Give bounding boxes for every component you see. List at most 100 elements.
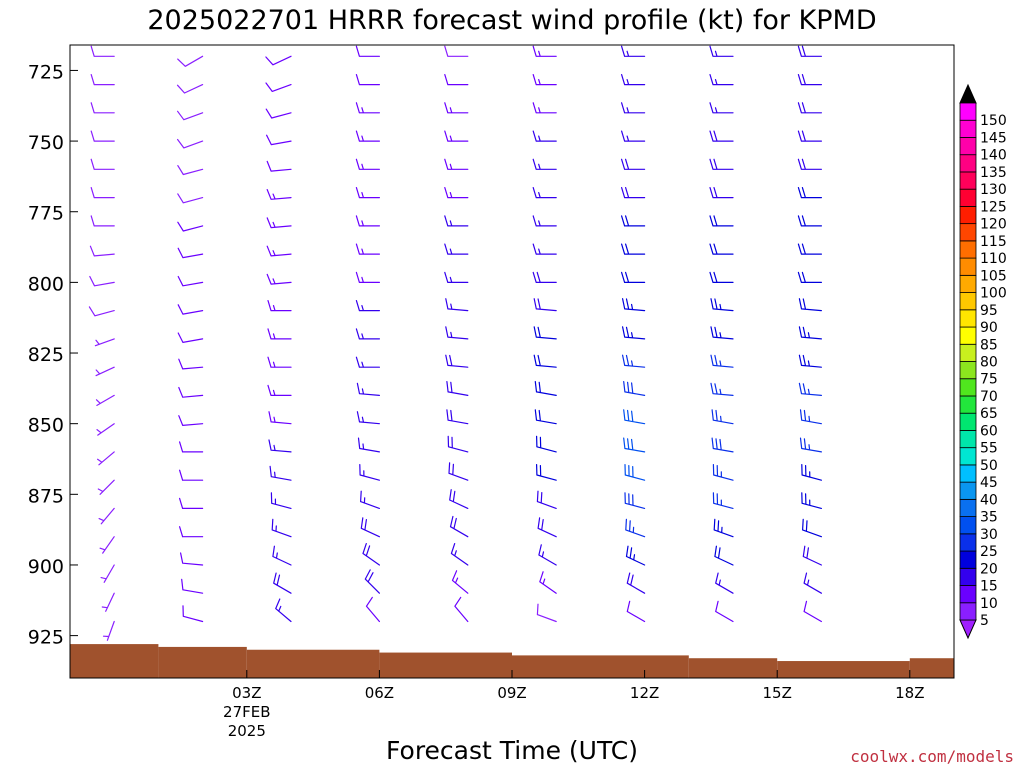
- watermark: coolwx.com/models: [850, 747, 1014, 766]
- wind-barb-h2-p860: [179, 441, 204, 453]
- x-tick-label-6: 06Z: [365, 684, 394, 702]
- wind-barb-h12-p840: [623, 381, 646, 396]
- wind-barb-h8-p770: [444, 187, 469, 199]
- wind-barb-h2-p810: [177, 304, 204, 315]
- wind-barb-h4-p850: [268, 411, 292, 425]
- wind-barb-h14-p820: [710, 326, 734, 340]
- colorbar-swatch-135: [959, 154, 977, 173]
- colorbar-label-95: 95: [980, 303, 998, 319]
- colorbar-over-arrow: [959, 83, 977, 104]
- wind-barb-h12-p890: [625, 518, 646, 538]
- wind-barb-h6-p900: [362, 543, 380, 566]
- wind-barb-h2-p900: [180, 552, 204, 566]
- wind-barb-h10-p880: [536, 490, 557, 509]
- colorbar-swatch-130: [959, 171, 977, 190]
- wind-barb-h12-p760: [621, 158, 646, 170]
- wind-barb-h4-p790: [266, 245, 292, 257]
- wind-barb-h4-p820: [267, 328, 292, 340]
- wind-barb-h0-p720: [90, 45, 115, 57]
- wind-barb-h0-p770: [90, 187, 115, 199]
- wind-barb-h0-p810: [88, 306, 115, 317]
- wind-barb-h2-p770: [177, 193, 204, 204]
- wind-barb-h10-p840: [534, 381, 557, 396]
- colorbar-label-55: 55: [980, 441, 998, 457]
- colorbar-swatch-5: [959, 602, 977, 621]
- wind-barb-h10-p850: [534, 409, 557, 425]
- plot-frame: [69, 44, 955, 679]
- wind-barb-h16-p750: [797, 130, 822, 142]
- wind-barb-h6-p800: [355, 271, 380, 283]
- wind-barb-h12-p730: [621, 74, 646, 86]
- colorbar-label-80: 80: [980, 355, 998, 371]
- wind-barb-h0-p860: [97, 451, 115, 466]
- x-date-label: 27FEB: [223, 703, 270, 721]
- colorbar-label-145: 145: [980, 130, 1007, 146]
- wind-barb-h12-p810: [622, 298, 646, 312]
- wind-barb-h6-p720: [355, 45, 380, 57]
- colorbar-swatch-125: [959, 188, 977, 207]
- wind-barb-h8-p820: [445, 326, 469, 340]
- wind-barb-h16-p810: [798, 298, 822, 312]
- y-tick-label-725: 725: [28, 61, 64, 83]
- wind-barb-h4-p890: [271, 518, 292, 538]
- wind-barb-h8-p730: [444, 74, 469, 86]
- wind-barb-h4-p830: [267, 356, 292, 368]
- colorbar-label-130: 130: [980, 182, 1007, 198]
- wind-barb-h12-p830: [622, 354, 646, 368]
- wind-barb-h2-p850: [178, 415, 204, 426]
- y-tick-label-925: 925: [28, 627, 64, 649]
- wind-barb-h10-p870: [536, 464, 557, 481]
- wind-barb-h6-p840: [356, 382, 380, 396]
- wind-barb-h6-p910: [364, 569, 380, 594]
- wind-barb-h10-p760: [532, 158, 557, 170]
- wind-barb-h2-p910: [181, 578, 204, 594]
- wind-barb-h6-p770: [355, 187, 380, 199]
- wind-barb-h6-p790: [355, 243, 380, 255]
- x-tick-label-3: 03Z: [232, 684, 261, 702]
- wind-barb-h16-p770: [797, 187, 822, 199]
- wind-barb-h16-p820: [798, 326, 822, 340]
- colorbar-swatch-55: [959, 430, 977, 449]
- x-tick-label-9: 09Z: [497, 684, 526, 702]
- colorbar-swatch-15: [959, 567, 977, 586]
- wind-barb-h10-p750: [532, 130, 557, 142]
- wind-barb-h2-p890: [179, 526, 204, 538]
- y-tick-label-825: 825: [28, 344, 64, 366]
- colorbar-swatch-45: [959, 464, 977, 483]
- wind-barb-h4-p720: [265, 55, 292, 66]
- wind-barb-h16-p870: [801, 464, 822, 481]
- wind-barb-h8-p900: [450, 543, 469, 566]
- colorbar-label-125: 125: [980, 199, 1007, 215]
- wind-barb-h2-p920: [182, 605, 204, 623]
- terrain-step-5: [688, 658, 778, 678]
- x-tick-label-15: 15Z: [763, 684, 792, 702]
- wind-barb-h10-p810: [533, 298, 557, 312]
- wind-barb-h14-p850: [711, 409, 734, 425]
- wind-barb-h0-p750: [90, 130, 115, 142]
- wind-barb-h0-p780: [90, 215, 115, 227]
- wind-barb-h14-p860: [711, 437, 734, 453]
- wind-barb-h2-p870: [179, 469, 204, 481]
- wind-barb-h16-p790: [797, 243, 822, 255]
- wind-barb-h14-p840: [710, 382, 734, 396]
- wind-barb-h12-p860: [623, 437, 646, 453]
- wind-barb-h6-p860: [357, 437, 380, 453]
- colorbar-swatch-110: [959, 240, 977, 259]
- colorbar-label-70: 70: [980, 389, 998, 405]
- wind-barb-h16-p740: [797, 102, 822, 114]
- colorbar-swatch-90: [959, 309, 977, 328]
- wind-barb-h6-p880: [360, 490, 380, 509]
- wind-barb-h14-p920: [715, 600, 734, 623]
- x-tick-label-12: 12Z: [630, 684, 659, 702]
- colorbar-label-75: 75: [980, 372, 998, 388]
- y-tick-label-900: 900: [28, 556, 64, 578]
- wind-barb-h8-p780: [444, 215, 469, 227]
- wind-barb-h10-p830: [533, 354, 557, 368]
- colorbar-swatch-120: [959, 205, 977, 225]
- colorbar-swatch-25: [959, 533, 977, 552]
- colorbar-swatch-30: [959, 516, 977, 535]
- wind-barb-h2-p830: [178, 358, 204, 370]
